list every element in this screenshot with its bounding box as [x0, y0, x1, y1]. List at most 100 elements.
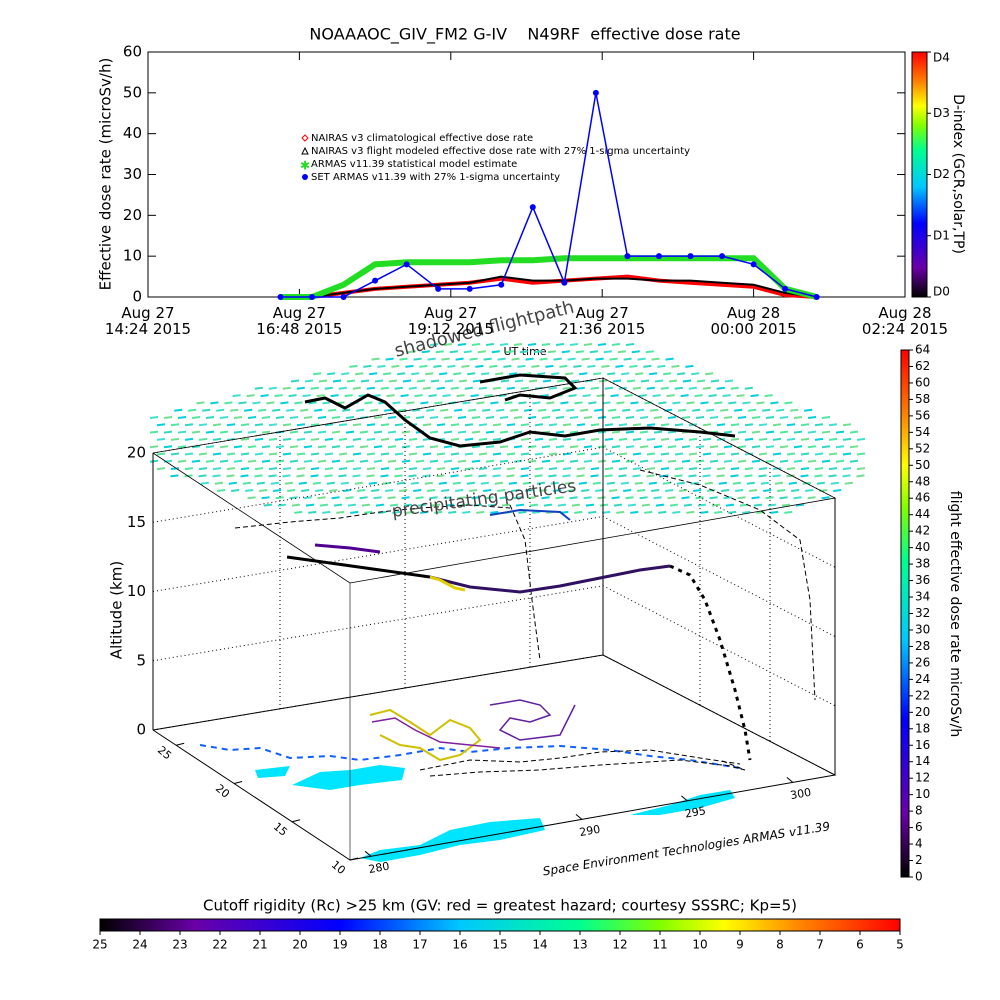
field-dash — [795, 503, 805, 507]
field-dash — [688, 452, 698, 456]
field-dash — [702, 467, 712, 471]
field-dash — [233, 459, 243, 463]
field-dash — [401, 445, 411, 449]
z-tick-label: 15 — [127, 513, 146, 531]
colorbar-label: D-index (GCR,solar,TP) — [950, 94, 966, 254]
field-dash — [660, 452, 670, 456]
field-dash — [282, 386, 291, 390]
field-dash — [833, 489, 842, 492]
data-point — [372, 277, 379, 284]
lat-tick-label: 25 — [155, 743, 174, 762]
colorbar-title: Cutoff rigidity (Rc) >25 km (GV: red = g… — [203, 897, 797, 915]
field-dash — [744, 474, 753, 478]
field-dash — [730, 467, 740, 471]
field-dash — [163, 459, 173, 463]
lat-tick-label: 15 — [271, 820, 290, 839]
field-dash — [429, 416, 439, 419]
field-dash — [646, 452, 656, 456]
field-dash — [562, 386, 571, 390]
field-dash — [541, 445, 551, 449]
field-dash — [542, 379, 552, 383]
field-dash — [322, 510, 331, 514]
field-dash — [177, 430, 187, 434]
field-dash — [786, 452, 796, 456]
field-dash — [469, 357, 478, 361]
field-dash — [702, 474, 711, 478]
field-dash — [515, 503, 525, 507]
field-dash — [539, 489, 548, 492]
data-point — [561, 279, 568, 286]
field-dash — [506, 452, 516, 456]
field-dash — [196, 401, 205, 405]
field-dash — [163, 445, 173, 449]
field-dash — [721, 489, 730, 492]
field-dash — [411, 372, 420, 376]
x-tick-label: Aug 27 19:12 2015 — [407, 304, 494, 338]
field-dash — [302, 394, 311, 398]
field-dash — [646, 474, 655, 478]
field-dash — [286, 408, 295, 412]
field-dash — [464, 437, 474, 441]
field-dash — [676, 481, 685, 485]
field-dash — [723, 416, 733, 419]
field-dash — [793, 416, 803, 419]
lat-tick — [233, 781, 243, 785]
field-dash — [238, 401, 247, 405]
field-dash — [593, 372, 602, 376]
field-dash — [653, 430, 663, 434]
field-dash — [226, 452, 236, 456]
field-dash — [753, 503, 763, 507]
field-dash — [429, 430, 439, 434]
field-dash — [749, 489, 758, 492]
z-tick-label: 5 — [136, 651, 146, 669]
grid-line — [152, 654, 836, 776]
field-dash — [275, 445, 285, 449]
field-dash — [772, 423, 782, 427]
field-dash — [170, 474, 179, 478]
field-dash — [504, 401, 513, 405]
field-dash — [363, 364, 372, 368]
field-dash — [669, 503, 679, 507]
field-dash — [695, 416, 705, 419]
field-dash — [431, 503, 441, 507]
field-dash — [568, 394, 577, 398]
field-dash — [170, 452, 180, 456]
field-dash — [677, 372, 686, 376]
coast — [199, 744, 741, 769]
field-dash — [646, 437, 656, 441]
field-dash — [433, 364, 442, 368]
field-dash — [188, 408, 197, 412]
field-dash — [387, 459, 397, 463]
field-dash — [444, 379, 454, 383]
field-dash — [322, 401, 331, 405]
field-dash — [511, 357, 520, 361]
field-dash — [289, 430, 299, 434]
field-dash — [317, 445, 327, 449]
field-dash — [772, 437, 782, 441]
field-dash — [786, 437, 796, 441]
shadow-flightpath — [479, 373, 578, 402]
field-dash — [475, 364, 484, 368]
field-dash — [198, 452, 208, 456]
field-dash — [694, 394, 703, 398]
field-dash — [455, 489, 464, 492]
field-dash — [728, 401, 737, 405]
field-dash — [382, 481, 391, 485]
field-dash — [499, 445, 509, 449]
field-dash — [779, 416, 789, 419]
field-dash — [438, 481, 447, 485]
field-dash — [499, 416, 509, 419]
field-dash — [793, 430, 803, 434]
field-dash — [814, 467, 824, 471]
field-dash — [758, 474, 767, 478]
field-dash — [310, 474, 319, 478]
field-dash — [266, 401, 275, 405]
field-dash — [450, 474, 459, 478]
field-dash — [618, 474, 627, 478]
field-dash — [440, 408, 449, 412]
field-dash — [338, 467, 348, 471]
field-dash — [332, 379, 342, 383]
field-dash — [807, 459, 817, 463]
field-dash — [800, 467, 810, 471]
field-dash — [184, 467, 194, 471]
